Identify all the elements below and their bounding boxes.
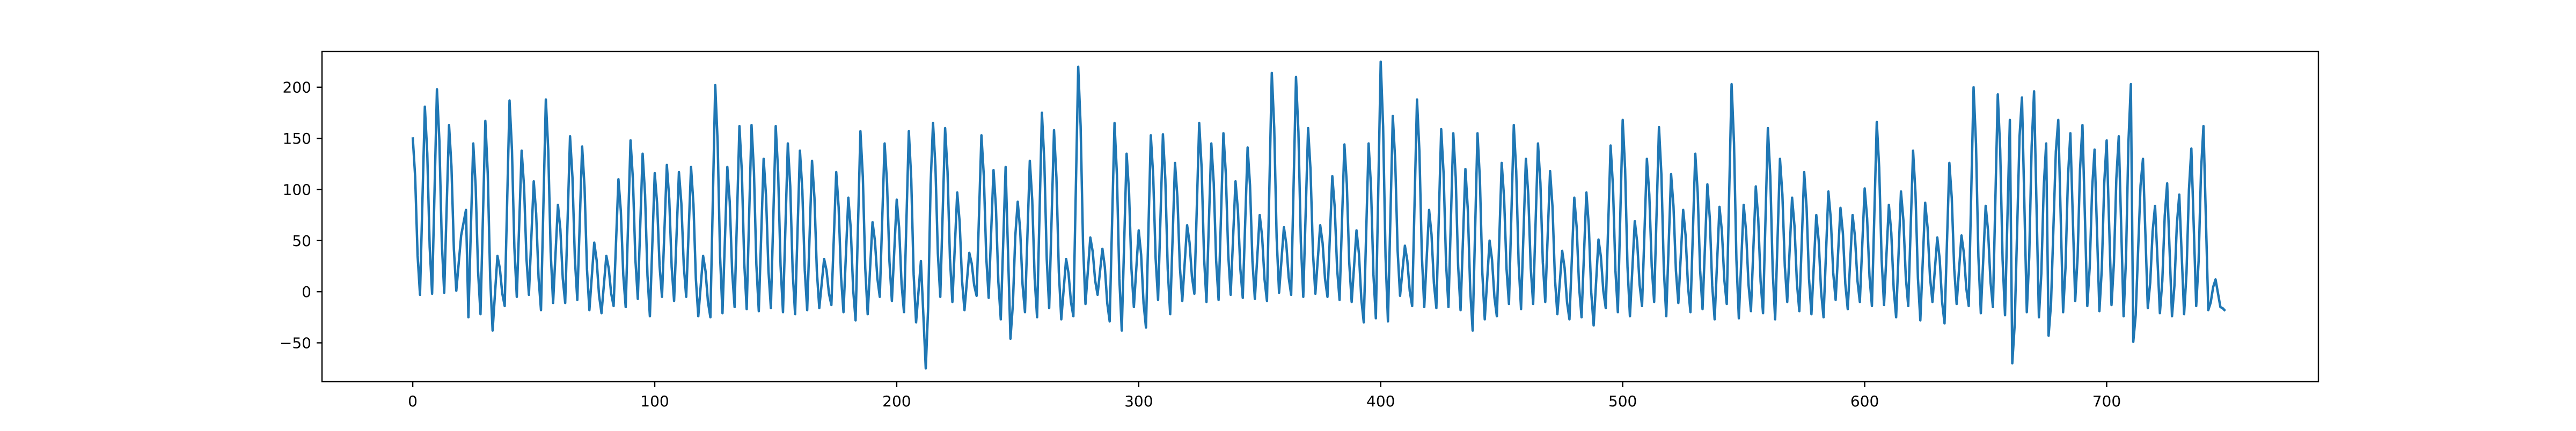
y-tick-label: 150 [283,130,311,147]
plot-area [321,50,2319,383]
y-tick-label: 200 [283,79,311,96]
x-tick-label: 200 [882,392,911,410]
x-tick-label: 700 [2092,392,2121,410]
x-tick-label: 300 [1124,392,1153,410]
x-tick-label: 100 [640,392,669,410]
x-tick-label: 600 [1850,392,1879,410]
series-line [411,60,2227,370]
y-tick-label: −50 [280,335,311,352]
y-axis: −50 0 50 100 150 200 [280,79,322,352]
y-tick-label: 50 [292,232,311,250]
y-tick-label: 100 [283,181,311,198]
x-tick-label: 400 [1366,392,1395,410]
x-tick-label: 0 [408,392,418,410]
y-tick-label: 0 [302,283,311,301]
x-tick-label: 500 [1608,392,1637,410]
axes-frame [321,50,2319,383]
x-axis: 0 100 200 300 400 500 600 700 [408,382,2121,410]
